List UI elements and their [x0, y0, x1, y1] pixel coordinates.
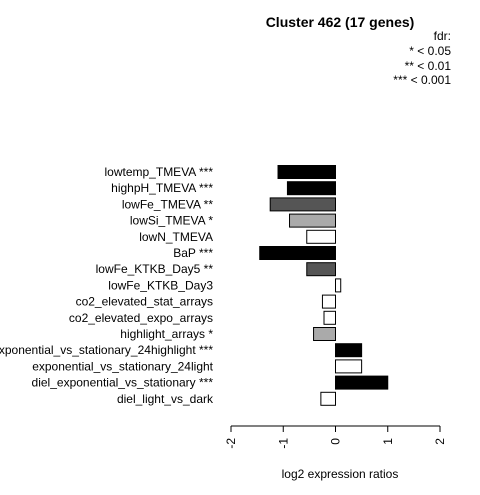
- category-label-3: lowSi_TMEVA *: [130, 214, 213, 228]
- category-label-7: lowFe_KTKB_Day3: [108, 278, 213, 292]
- category-label-4: lowN_TMEVA: [139, 230, 213, 244]
- category-labels: lowtemp_TMEVA *** highpH_TMEVA *** lowFe_T…: [0, 165, 214, 406]
- bar-14: [320, 391, 336, 406]
- category-label-2: lowFe_TMEVA **: [122, 197, 213, 211]
- category-label-6: lowFe_KTKB_Day5 **: [96, 262, 214, 276]
- bar-9: [323, 310, 337, 325]
- bar-7: [335, 278, 342, 293]
- category-label-8: co2_elevated_stat_arrays: [76, 295, 213, 309]
- bar-8: [321, 294, 336, 309]
- x-tick-label-4: 2: [433, 438, 447, 445]
- category-label-13: diel_exponential_vs_stationary ***: [32, 376, 214, 390]
- legend-entry-1: * < 0.05: [409, 44, 451, 58]
- category-label-9: co2_elevated_expo_arrays: [69, 311, 213, 325]
- category-label-0: lowtemp_TMEVA ***: [105, 165, 214, 179]
- x-tick-label-1: -1: [276, 438, 290, 449]
- bars-group: [259, 165, 389, 406]
- category-label-10: highlight_arrays *: [120, 327, 213, 341]
- x-tick-label-3: 1: [381, 438, 395, 445]
- bar-1: [286, 181, 336, 196]
- bar-11: [335, 343, 363, 358]
- legend: fdr: * < 0.05 ** < 0.01 *** < 0.001: [393, 29, 451, 87]
- category-label-5: BaP ***: [173, 246, 213, 260]
- chart-title: Cluster 462 (17 genes): [266, 14, 415, 30]
- bar-6: [306, 262, 337, 277]
- bar-10: [313, 327, 336, 341]
- bar-12: [335, 359, 363, 374]
- category-label-11: exponential_vs_stationary_24highlight **…: [0, 343, 213, 357]
- bar-13: [335, 375, 389, 390]
- legend-entry-2: ** < 0.01: [405, 59, 452, 73]
- bar-0: [277, 165, 336, 179]
- x-axis: -2 -1 0 1 2: [224, 425, 447, 449]
- category-label-14: diel_light_vs_dark: [117, 392, 214, 406]
- bar-5: [259, 246, 336, 260]
- x-tick-label-0: -2: [224, 438, 238, 449]
- bar-4: [306, 229, 337, 244]
- legend-entry-3: *** < 0.001: [393, 73, 451, 87]
- category-label-12: exponential_vs_stationary_24light: [32, 359, 213, 373]
- category-label-1: highpH_TMEVA ***: [111, 181, 213, 195]
- x-tick-label-2: 0: [329, 438, 343, 445]
- bar-3: [289, 213, 336, 228]
- bar-2: [269, 197, 336, 212]
- x-axis-label: log2 expression ratios: [282, 467, 399, 481]
- legend-title: fdr:: [434, 29, 451, 43]
